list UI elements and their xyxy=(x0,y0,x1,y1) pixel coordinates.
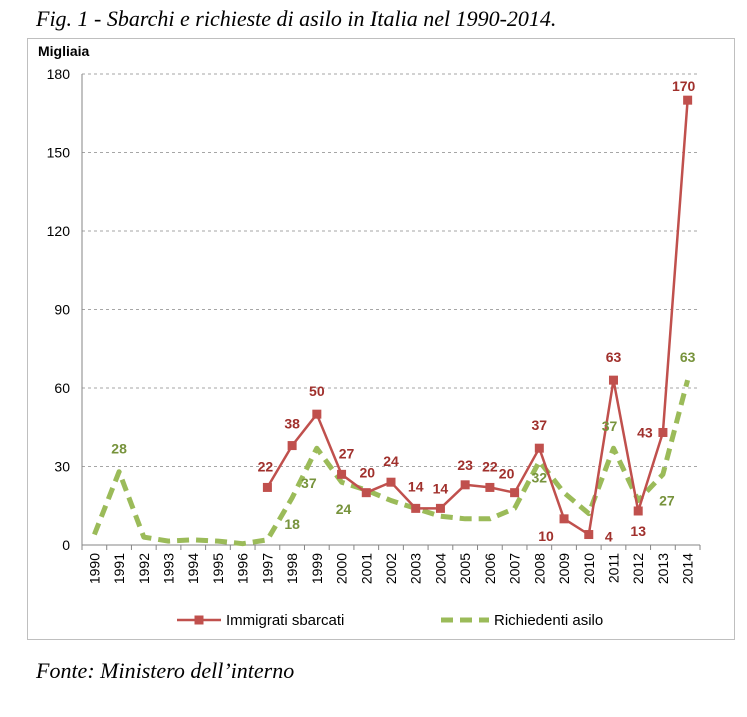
data-point-immigrati-sbarcati xyxy=(312,409,322,419)
data-point-immigrati-sbarcati xyxy=(337,469,347,479)
data-point-immigrati-sbarcati xyxy=(683,95,693,105)
data-point-immigrati-sbarcati xyxy=(584,530,594,540)
x-tick-label: 1997 xyxy=(259,553,275,584)
data-label-immigrati-sbarcati: 24 xyxy=(383,453,399,469)
x-tick-label: 1991 xyxy=(111,553,127,584)
series-line-immigrati-sbarcati xyxy=(266,100,689,536)
data-label-immigrati-sbarcati: 170 xyxy=(672,78,696,94)
data-point-immigrati-sbarcati xyxy=(435,503,445,513)
data-point-immigrati-sbarcati xyxy=(559,514,569,524)
data-label-richiedenti-asilo: 32 xyxy=(532,469,548,485)
x-tick-label: 2014 xyxy=(680,553,696,584)
data-label-immigrati-sbarcati: 20 xyxy=(359,465,375,481)
y-tick-label: 90 xyxy=(54,302,70,318)
y-tick-label: 120 xyxy=(47,223,71,239)
series-line-richiedenti-asilo xyxy=(92,379,691,547)
data-label-richiedenti-asilo: 18 xyxy=(284,516,300,532)
data-point-immigrati-sbarcati xyxy=(460,480,470,490)
y-tick-label: 60 xyxy=(54,380,70,396)
data-point-immigrati-sbarcati xyxy=(262,482,272,492)
data-label-immigrati-sbarcati: 20 xyxy=(499,466,515,482)
data-point-immigrati-sbarcati xyxy=(534,443,544,453)
x-tick-label: 2005 xyxy=(457,553,473,584)
source-note: Fonte: Ministero dell’interno xyxy=(36,658,295,683)
data-label-immigrati-sbarcati: 50 xyxy=(309,383,325,399)
x-tick-label: 1990 xyxy=(86,553,102,584)
x-tick-label: 2013 xyxy=(655,553,671,584)
data-label-immigrati-sbarcati: 14 xyxy=(433,480,449,496)
data-point-immigrati-sbarcati xyxy=(510,488,520,498)
data-label-immigrati-sbarcati: 27 xyxy=(339,445,355,461)
y-tick-label: 180 xyxy=(47,66,71,82)
y-tick-label: 150 xyxy=(47,145,71,161)
x-tick-label: 1995 xyxy=(210,553,226,584)
data-point-immigrati-sbarcati xyxy=(633,506,643,516)
x-tick-label: 1996 xyxy=(235,553,251,584)
data-label-immigrati-sbarcati: 10 xyxy=(538,528,554,544)
y-tick-label: 0 xyxy=(62,537,70,553)
x-tick-label: 2009 xyxy=(556,553,572,584)
legend-marker-immigrati-sbarcati xyxy=(194,615,204,625)
x-tick-label: 2001 xyxy=(358,553,374,584)
x-tick-label: 1992 xyxy=(136,553,152,584)
data-label-immigrati-sbarcati: 23 xyxy=(457,457,473,473)
y-tick-label: 30 xyxy=(54,459,70,475)
x-tick-label: 1999 xyxy=(309,553,325,584)
data-label-immigrati-sbarcati: 38 xyxy=(284,416,300,432)
x-tick-label: 2010 xyxy=(581,553,597,584)
x-tick-label: 2012 xyxy=(630,553,646,584)
data-point-immigrati-sbarcati xyxy=(287,441,297,451)
data-point-immigrati-sbarcati xyxy=(485,482,495,492)
data-point-immigrati-sbarcati xyxy=(386,477,396,487)
data-point-immigrati-sbarcati xyxy=(361,488,371,498)
data-label-immigrati-sbarcati: 22 xyxy=(482,458,498,474)
data-point-immigrati-sbarcati xyxy=(658,427,668,437)
data-label-immigrati-sbarcati: 4 xyxy=(605,529,613,545)
x-tick-label: 1998 xyxy=(284,553,300,584)
legend-label-richiedenti-asilo: Richiedenti asilo xyxy=(494,612,603,629)
chart-frame xyxy=(27,38,735,640)
figure-title: Fig. 1 - Sbarchi e richieste di asilo in… xyxy=(36,6,557,31)
data-label-immigrati-sbarcati: 43 xyxy=(637,424,653,440)
data-label-richiedenti-asilo: 27 xyxy=(659,492,675,508)
x-tick-label: 2011 xyxy=(605,553,621,583)
x-tick-label: 2002 xyxy=(383,553,399,584)
data-label-immigrati-sbarcati: 13 xyxy=(630,523,646,539)
x-tick-label: 1994 xyxy=(185,553,201,584)
x-tick-label: 2000 xyxy=(334,553,350,584)
data-point-immigrati-sbarcati xyxy=(411,503,421,513)
x-tick-label: 2006 xyxy=(482,553,498,584)
y-axis-label: Migliaia xyxy=(38,43,90,59)
x-tick-label: 2007 xyxy=(507,553,523,584)
legend-label-immigrati-sbarcati: Immigrati sbarcati xyxy=(226,612,344,629)
data-label-immigrati-sbarcati: 22 xyxy=(258,458,274,474)
data-label-immigrati-sbarcati: 63 xyxy=(606,349,622,365)
x-tick-label: 1993 xyxy=(161,553,177,584)
data-label-richiedenti-asilo: 37 xyxy=(301,475,317,491)
x-tick-label: 2003 xyxy=(408,553,424,584)
data-label-richiedenti-asilo: 37 xyxy=(602,418,618,434)
data-label-richiedenti-asilo: 24 xyxy=(336,501,352,517)
data-label-richiedenti-asilo: 28 xyxy=(111,441,127,457)
data-label-richiedenti-asilo: 63 xyxy=(680,349,696,365)
x-tick-label: 2004 xyxy=(432,553,448,584)
x-tick-label: 2008 xyxy=(531,553,547,584)
data-label-immigrati-sbarcati: 37 xyxy=(532,417,548,433)
data-point-immigrati-sbarcati xyxy=(608,375,618,385)
data-label-immigrati-sbarcati: 14 xyxy=(408,478,424,494)
